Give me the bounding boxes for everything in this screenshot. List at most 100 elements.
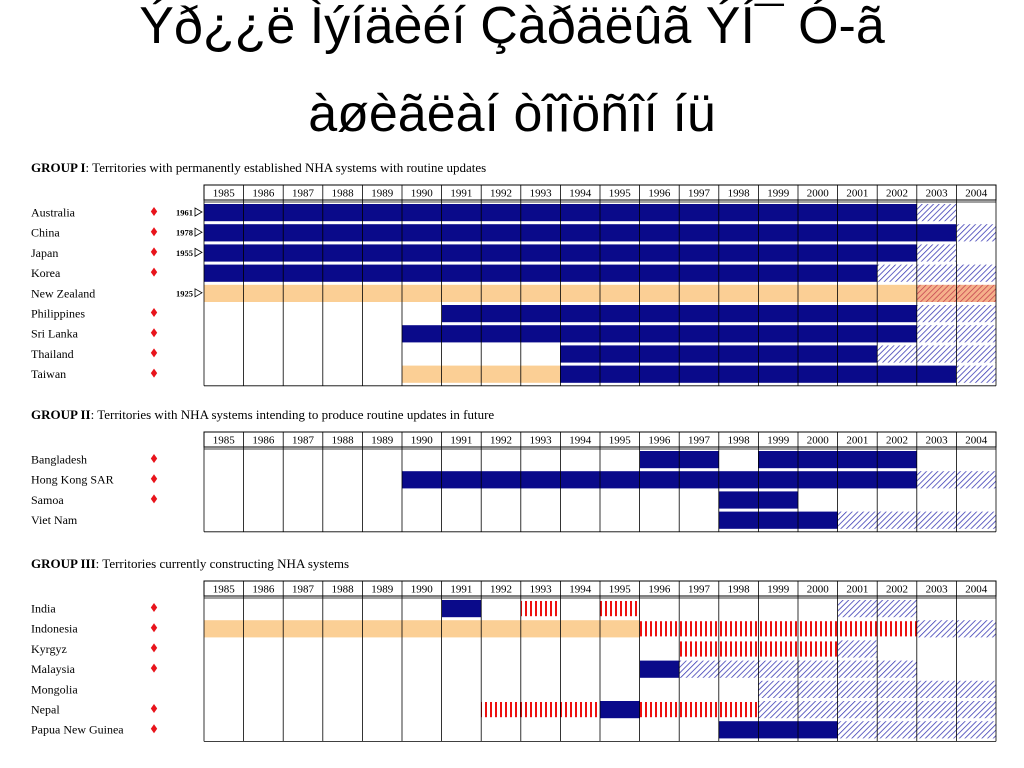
year-label-1988: 1988 — [332, 584, 355, 596]
slide-title-line-2: àøèãëàí òîîöñîí íü — [308, 85, 716, 143]
segment-korea-1985-2001-solid — [204, 264, 878, 282]
row-label: Nepal — [31, 703, 60, 717]
year-label-1988: 1988 — [332, 188, 355, 200]
year-label-1999: 1999 — [767, 584, 790, 596]
row-label: Kyrgyz — [31, 642, 67, 656]
row-label: Thailand — [31, 347, 74, 361]
start-arrow-icon — [194, 207, 203, 217]
segment-papua-new-guinea-1998-2000-solid — [718, 721, 838, 739]
year-label-1996: 1996 — [648, 188, 671, 200]
year-label-1998: 1998 — [728, 584, 751, 596]
year-label-1998: 1998 — [728, 435, 751, 447]
diamond-marker-icon — [150, 267, 158, 277]
year-label-2001: 2001 — [846, 435, 868, 447]
year-label-1988: 1988 — [332, 435, 355, 447]
group-1-description: : Territories with permanently establish… — [85, 160, 487, 175]
row-label: Taiwan — [31, 367, 66, 381]
year-label-1992: 1992 — [490, 435, 512, 447]
year-label-1996: 1996 — [648, 584, 671, 596]
segment-japan-2003-2003-hatch — [916, 244, 957, 262]
row-label: Viet Nam — [31, 513, 78, 527]
diamond-marker-icon — [150, 623, 158, 633]
start-year-label: 1925 — [176, 288, 193, 298]
year-label-1986: 1986 — [252, 584, 275, 596]
segment-nepal-1992-1994-stripe — [481, 702, 600, 718]
start-year-label: 1955 — [176, 248, 193, 258]
row-label: Samoa — [31, 493, 64, 507]
diamond-marker-icon — [150, 308, 158, 317]
year-label-1986: 1986 — [252, 435, 275, 447]
segment-kyrgyz-2001-2001-hatch — [837, 640, 878, 658]
year-label-2000: 2000 — [807, 584, 830, 596]
group-3-table: 1985 1986 1987 1988 1989 1990 1991 1992 1993 1994… — [31, 580, 997, 742]
start-year-label: 1961 — [176, 208, 193, 218]
row-label: Mongolia — [31, 682, 78, 696]
year-label-1994: 1994 — [569, 435, 592, 447]
year-label-1987: 1987 — [292, 188, 315, 200]
group-2-heading: GROUP II: Territories with NHA systems i… — [31, 407, 494, 423]
row-label: Sri Lanka — [31, 327, 79, 341]
year-label-2001: 2001 — [846, 584, 868, 596]
segment-sri-lanka-1990-2002-solid — [402, 325, 917, 343]
row-label: Hong Kong SAR — [31, 473, 114, 487]
year-label-1992: 1992 — [490, 584, 512, 596]
diamond-marker-icon — [150, 368, 158, 378]
year-label-1989: 1989 — [371, 435, 394, 447]
group-1-label: GROUP I — [31, 160, 86, 175]
year-label-1994: 1994 — [569, 584, 592, 596]
year-label-1997: 1997 — [688, 188, 711, 200]
group-1-heading: GROUP I: Territories with permanently es… — [31, 160, 486, 176]
diamond-marker-icon — [150, 474, 158, 484]
diamond-marker-icon — [150, 494, 158, 504]
segment-china-1985-2003-solid — [204, 224, 957, 242]
diamond-marker-icon — [150, 704, 158, 713]
year-label-1987: 1987 — [292, 584, 315, 596]
segment-india-1991-1991-solid — [441, 600, 482, 618]
year-label-1997: 1997 — [688, 584, 711, 596]
year-label-1985: 1985 — [213, 435, 236, 447]
diamond-marker-icon — [150, 724, 158, 734]
row-label: New Zealand — [31, 286, 95, 300]
segment-india-1993-1993-stripe — [520, 601, 561, 617]
start-arrow-icon — [194, 247, 203, 258]
year-label-2004: 2004 — [965, 188, 988, 200]
year-label-2004: 2004 — [965, 435, 988, 447]
year-label-1995: 1995 — [609, 435, 632, 447]
year-label-2003: 2003 — [926, 584, 949, 596]
segment-hong-kong-sar-1990-2002-solid — [402, 471, 917, 489]
segment-india-1995-1995-stripe — [600, 601, 640, 617]
slide-title: Ýð¿¿ë Ìýíäèéí Çàðäëûã ÝÍ¯ Ó-ã àøèãëàí òî… — [0, 0, 1024, 142]
group-3-description: : Territories currently constructing NHA… — [95, 556, 350, 571]
row-label: Malaysia — [31, 662, 76, 676]
row-label: Philippines — [31, 307, 85, 321]
year-label-1991: 1991 — [450, 435, 472, 447]
year-label-2002: 2002 — [886, 584, 908, 596]
year-label-1990: 1990 — [411, 584, 434, 596]
diamond-marker-icon — [150, 348, 158, 358]
slide-title-line-1: Ýð¿¿ë Ìýíäèéí Çàðäëûã ÝÍ¯ Ó-ã — [139, 0, 885, 55]
year-label-1985: 1985 — [213, 188, 236, 200]
row-label: Bangladesh — [31, 453, 87, 467]
group-2-table: 1985 1986 1987 1988 1989 1990 1991 1992 1993 1994… — [31, 431, 997, 533]
diamond-marker-icon — [150, 663, 158, 673]
diamond-marker-icon — [150, 207, 158, 216]
diamond-marker-icon — [150, 603, 158, 612]
year-label-1995: 1995 — [609, 188, 632, 200]
year-label-2002: 2002 — [886, 435, 908, 447]
year-label-1990: 1990 — [411, 188, 434, 200]
row-label: Australia — [31, 206, 76, 220]
group-3-heading: GROUP III: Territories currently constru… — [31, 556, 349, 572]
start-year-label: 1978 — [176, 228, 193, 238]
year-label-1993: 1993 — [530, 435, 553, 447]
year-label-2001: 2001 — [846, 188, 868, 200]
segment-korea-2002-2004-hatch — [877, 264, 996, 282]
year-label-1985: 1985 — [213, 584, 236, 596]
group-3-label: GROUP III — [31, 556, 96, 571]
segment-taiwan-2004-2004-hatch — [956, 365, 996, 383]
row-label: India — [31, 602, 56, 616]
segment-china-2004-2004-hatch — [956, 224, 996, 242]
year-label-1991: 1991 — [450, 188, 472, 200]
start-arrow-icon — [194, 288, 203, 298]
segment-australia-2003-2003-hatch — [916, 204, 957, 222]
